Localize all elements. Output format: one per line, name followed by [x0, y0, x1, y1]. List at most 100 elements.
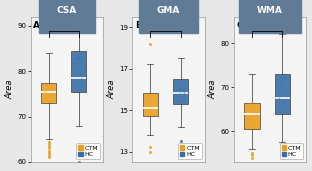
Point	[71, 61, 76, 64]
Point	[177, 88, 182, 91]
Point	[246, 117, 251, 120]
Point	[283, 77, 288, 80]
Point	[42, 90, 47, 93]
Point	[45, 93, 50, 95]
Text: C: C	[237, 21, 243, 30]
Point	[79, 77, 84, 80]
Point	[48, 89, 53, 91]
Point	[147, 109, 152, 111]
Point	[247, 105, 252, 108]
Point	[153, 96, 158, 98]
Point	[275, 84, 280, 87]
Point	[255, 123, 260, 126]
Point	[280, 90, 285, 93]
Legend: CTM, HC: CTM, HC	[178, 143, 202, 159]
Point	[71, 62, 76, 65]
Point	[250, 114, 255, 116]
Point	[250, 102, 255, 105]
Point	[77, 74, 82, 77]
Point	[144, 115, 149, 118]
Point	[247, 109, 252, 111]
Point	[80, 58, 85, 61]
Point	[182, 81, 187, 84]
Point	[147, 103, 152, 106]
PathPatch shape	[71, 51, 86, 92]
Point	[149, 95, 154, 97]
Point	[74, 58, 79, 61]
Point	[49, 94, 54, 97]
Y-axis label: Area: Area	[6, 80, 15, 99]
Point	[149, 105, 154, 108]
Point	[153, 114, 158, 117]
Point	[78, 56, 83, 59]
Point	[174, 95, 179, 97]
Point	[279, 76, 284, 79]
Point	[148, 100, 153, 103]
Point	[178, 92, 183, 95]
Point	[76, 84, 81, 87]
Point	[175, 88, 180, 91]
Point	[246, 127, 251, 130]
Point	[246, 124, 251, 127]
Point	[146, 93, 151, 96]
Title: WMA: WMA	[257, 5, 283, 15]
Point	[179, 89, 184, 92]
Point	[279, 81, 284, 84]
Point	[251, 104, 256, 107]
Legend: CTM, HC: CTM, HC	[76, 143, 100, 159]
PathPatch shape	[41, 83, 56, 103]
Point	[144, 105, 149, 108]
Point	[146, 108, 151, 111]
Point	[183, 87, 188, 90]
Point	[74, 71, 79, 74]
Point	[42, 99, 47, 102]
Point	[282, 104, 287, 107]
Point	[284, 100, 289, 102]
Point	[277, 73, 282, 76]
Point	[51, 84, 56, 87]
Point	[182, 91, 187, 94]
Point	[151, 109, 156, 112]
Point	[49, 86, 54, 89]
Point	[153, 102, 158, 104]
Text: B: B	[135, 21, 142, 30]
Point	[251, 110, 256, 112]
Legend: CTM, HC: CTM, HC	[280, 143, 303, 159]
Title: CSA: CSA	[57, 5, 77, 15]
Point	[43, 97, 48, 100]
Point	[182, 99, 187, 101]
Point	[282, 76, 287, 79]
Point	[182, 92, 187, 95]
Point	[275, 83, 280, 86]
Point	[179, 100, 184, 103]
Point	[144, 98, 149, 101]
Text: A: A	[33, 21, 40, 30]
Point	[78, 72, 83, 75]
Point	[180, 82, 185, 84]
Point	[278, 95, 283, 98]
Point	[282, 99, 287, 102]
Point	[74, 63, 79, 66]
Point	[74, 78, 79, 81]
Point	[283, 101, 288, 104]
Point	[245, 117, 250, 120]
Point	[46, 100, 51, 103]
Point	[45, 85, 50, 88]
PathPatch shape	[143, 94, 158, 116]
PathPatch shape	[245, 103, 260, 129]
Title: GMA: GMA	[157, 5, 180, 15]
Point	[46, 86, 51, 89]
Y-axis label: Area: Area	[209, 80, 218, 99]
Point	[285, 104, 290, 107]
Text: P = 0.026: P = 0.026	[46, 24, 81, 30]
PathPatch shape	[173, 79, 188, 104]
Point	[41, 86, 46, 88]
Point	[78, 67, 83, 70]
Point	[48, 92, 53, 95]
Point	[77, 84, 82, 87]
Text: P = 0.045: P = 0.045	[250, 24, 284, 30]
Point	[180, 88, 185, 91]
Point	[252, 103, 257, 106]
Point	[51, 87, 56, 90]
Point	[143, 110, 148, 113]
